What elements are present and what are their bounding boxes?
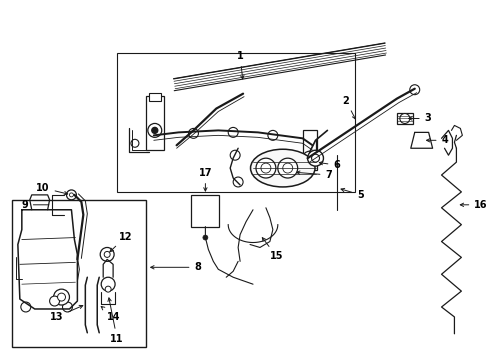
- Circle shape: [409, 85, 419, 95]
- Circle shape: [104, 251, 110, 257]
- Circle shape: [282, 163, 292, 173]
- Circle shape: [306, 155, 312, 161]
- Text: 15: 15: [262, 238, 283, 261]
- Bar: [12, 200, 145, 347]
- Circle shape: [188, 129, 198, 138]
- Circle shape: [69, 193, 73, 197]
- Text: 13: 13: [50, 305, 82, 322]
- Text: 9: 9: [21, 200, 49, 210]
- Text: 16: 16: [459, 200, 487, 210]
- Circle shape: [277, 158, 297, 178]
- Text: 2: 2: [342, 96, 355, 119]
- Bar: [396, 113, 412, 125]
- Text: 5: 5: [340, 188, 363, 200]
- Bar: [145, 96, 163, 150]
- Circle shape: [307, 150, 323, 166]
- Circle shape: [66, 190, 76, 200]
- Text: 12: 12: [110, 231, 132, 252]
- Circle shape: [131, 139, 139, 147]
- Circle shape: [49, 296, 60, 306]
- Circle shape: [100, 247, 114, 261]
- Bar: [191, 195, 219, 227]
- Circle shape: [399, 113, 409, 123]
- Ellipse shape: [250, 149, 314, 187]
- Circle shape: [62, 302, 72, 312]
- Text: 14: 14: [101, 306, 121, 322]
- Circle shape: [58, 293, 65, 301]
- Circle shape: [267, 130, 277, 140]
- Bar: [148, 93, 161, 101]
- Text: 8: 8: [150, 262, 201, 272]
- Circle shape: [228, 127, 238, 137]
- Circle shape: [233, 177, 243, 187]
- Circle shape: [230, 150, 240, 160]
- Text: 11: 11: [108, 298, 123, 344]
- Bar: [302, 130, 316, 170]
- Circle shape: [101, 277, 115, 291]
- Text: 3: 3: [408, 113, 430, 123]
- Circle shape: [105, 286, 111, 292]
- Circle shape: [21, 302, 31, 312]
- Text: 7: 7: [296, 170, 331, 180]
- Bar: [75, 200, 85, 218]
- Text: 6: 6: [319, 160, 340, 170]
- Text: 10: 10: [36, 183, 67, 195]
- Circle shape: [302, 151, 316, 165]
- Circle shape: [151, 127, 158, 133]
- Circle shape: [255, 158, 275, 178]
- Text: 4: 4: [426, 135, 447, 145]
- Circle shape: [54, 289, 69, 305]
- Text: 1: 1: [236, 51, 244, 79]
- Text: 17: 17: [198, 168, 212, 191]
- Circle shape: [203, 235, 207, 240]
- Bar: [117, 53, 354, 192]
- Circle shape: [147, 123, 162, 137]
- Circle shape: [261, 163, 270, 173]
- Circle shape: [311, 154, 319, 162]
